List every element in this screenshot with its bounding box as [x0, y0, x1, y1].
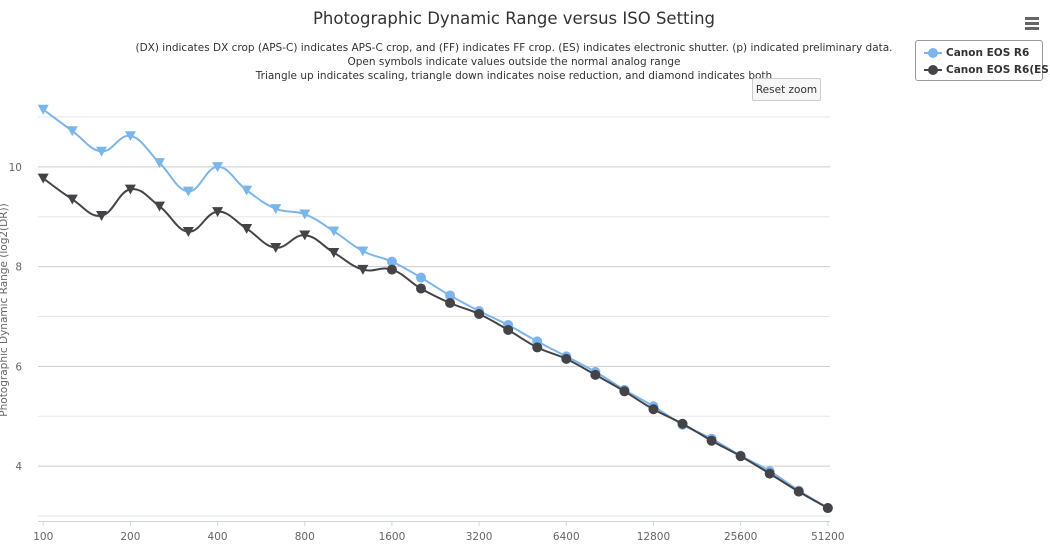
subtitle-line-1: (DX) indicates DX crop (APS-C) indicates… — [135, 42, 893, 54]
series-line — [42, 177, 829, 509]
y-tick-label: 10 — [9, 162, 22, 174]
data-point-triangle-down[interactable] — [153, 158, 165, 169]
x-tick-label: 1600 — [379, 531, 406, 543]
data-point-circle[interactable] — [619, 386, 630, 397]
series-canon-eos-r6 — [37, 104, 833, 514]
legend-marker-circle-icon — [924, 65, 942, 75]
data-point-triangle-down[interactable] — [182, 227, 194, 237]
data-point-circle[interactable] — [532, 342, 543, 353]
data-point-triangle-down[interactable] — [328, 247, 340, 258]
data-point-circle[interactable] — [503, 324, 514, 335]
data-point-triangle-down[interactable] — [241, 224, 253, 234]
data-point-circle[interactable] — [416, 272, 427, 283]
y-axis-label: Photographic Dynamic Range (log2(DR)) — [0, 203, 10, 417]
data-point-circle[interactable] — [648, 404, 659, 415]
data-point-circle[interactable] — [590, 369, 601, 380]
data-point-triangle-down[interactable] — [37, 173, 49, 184]
subtitle-line-3: Triangle up indicates scaling, triangle … — [255, 70, 773, 82]
data-point-triangle-down[interactable] — [241, 185, 253, 196]
data-point-circle[interactable] — [561, 353, 572, 364]
data-point-triangle-down[interactable] — [96, 211, 108, 221]
data-point-triangle-down[interactable] — [270, 204, 282, 214]
data-point-circle[interactable] — [474, 308, 485, 319]
data-point-triangle-down[interactable] — [299, 209, 311, 220]
x-tick-label: 400 — [208, 531, 228, 543]
x-tick-label: 12800 — [637, 531, 670, 543]
data-point-circle[interactable] — [386, 256, 397, 267]
data-point-triangle-down[interactable] — [357, 264, 369, 275]
y-tick-label: 8 — [15, 262, 22, 274]
data-point-circle[interactable] — [822, 503, 833, 514]
data-point-circle[interactable] — [445, 298, 456, 309]
data-point-triangle-down[interactable] — [357, 246, 369, 257]
chart-title: Photographic Dynamic Range versus ISO Se… — [312, 9, 716, 28]
data-point-circle[interactable] — [735, 451, 746, 462]
series-canon-eos-r6-es — [37, 173, 833, 514]
data-point-circle[interactable] — [677, 418, 688, 429]
x-tick-label: 6400 — [553, 531, 580, 543]
data-point-triangle-down[interactable] — [96, 146, 108, 157]
data-point-circle[interactable] — [416, 283, 427, 294]
legend-label: Canon EOS R6 — [946, 47, 1030, 59]
data-point-circle[interactable] — [386, 264, 397, 275]
y-tick-label: 6 — [15, 361, 22, 373]
chart-subtitle: (DX) indicates DX crop (APS-C) indicates… — [0, 41, 1028, 83]
data-point-circle[interactable] — [764, 468, 775, 479]
data-point-triangle-down[interactable] — [66, 126, 78, 137]
data-point-circle[interactable] — [793, 486, 804, 497]
data-point-circle[interactable] — [445, 290, 456, 301]
data-point-triangle-down[interactable] — [124, 184, 136, 195]
data-point-triangle-down[interactable] — [153, 201, 165, 212]
x-tick-label: 51200 — [811, 531, 844, 543]
grid-lines — [38, 116, 830, 517]
legend-item-canon-eos-r6-es[interactable]: Canon EOS R6(ES) — [924, 62, 1050, 78]
legend-item-canon-eos-r6[interactable]: Canon EOS R6 — [924, 45, 1029, 61]
reset-zoom-button[interactable]: Reset zoom — [752, 78, 821, 101]
hamburger-menu-icon[interactable] — [1022, 14, 1042, 32]
x-tick-label: 100 — [33, 531, 53, 543]
data-point-triangle-down[interactable] — [124, 131, 136, 142]
x-tick-label: 3200 — [466, 531, 493, 543]
data-point-triangle-down[interactable] — [212, 162, 224, 173]
series-line — [42, 108, 829, 509]
x-tick-label: 200 — [120, 531, 140, 543]
data-point-triangle-down[interactable] — [182, 186, 194, 197]
legend-label: Canon EOS R6(ES) — [946, 64, 1050, 76]
data-point-triangle-down[interactable] — [270, 242, 282, 253]
legend-marker-circle-icon — [924, 48, 942, 58]
series-layer — [37, 104, 833, 514]
data-point-triangle-down[interactable] — [212, 207, 224, 217]
data-point-triangle-down[interactable] — [37, 104, 49, 115]
axis-layer: 100 200 400 800 1600 3200 6400 12800 25600 51200 4… — [9, 162, 845, 543]
chart-legend: Canon EOS R6 Canon EOS R6(ES) — [915, 40, 1050, 81]
data-point-triangle-down[interactable] — [66, 194, 78, 205]
data-point-triangle-down[interactable] — [299, 230, 311, 241]
x-tick-label: 25600 — [724, 531, 757, 543]
data-point-triangle-down[interactable] — [328, 226, 340, 237]
y-tick-label: 4 — [15, 461, 22, 473]
subtitle-line-2: Open symbols indicate values outside the… — [347, 56, 681, 68]
x-tick-label: 800 — [295, 531, 315, 543]
data-point-circle[interactable] — [706, 435, 717, 446]
